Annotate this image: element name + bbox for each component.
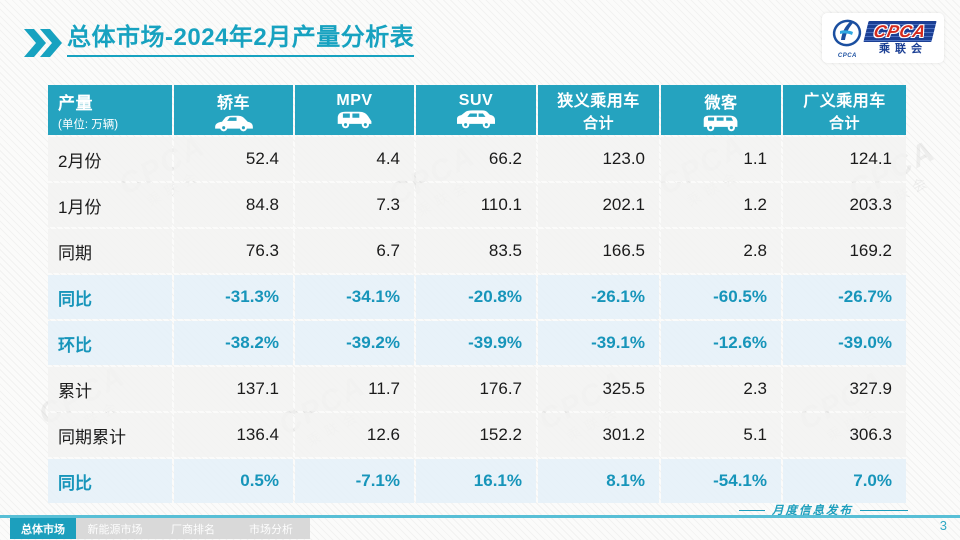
row-label: 2月份 — [48, 137, 172, 181]
table-cell: -20.8% — [416, 275, 536, 319]
table-cell: 12.6 — [295, 413, 414, 457]
cpca-name-cn: 乘联会 — [878, 43, 927, 55]
row-label: 同期累计 — [48, 413, 172, 457]
table-cell: -26.7% — [783, 275, 906, 319]
page-number: 3 — [939, 518, 947, 533]
table-cell: 2.3 — [661, 367, 781, 411]
table-cell: -26.1% — [538, 275, 659, 319]
table-cell: 202.1 — [538, 183, 659, 227]
footer-tab-2[interactable]: 新能源市场 — [76, 518, 154, 539]
footer-tab-4[interactable]: 市场分析 — [232, 518, 310, 539]
table-cell: -39.2% — [295, 321, 414, 365]
table-cell: 7.3 — [295, 183, 414, 227]
page-title-subject: -2024年2月产量分析表 — [165, 24, 415, 51]
row-label: 环比 — [48, 321, 172, 365]
table-cell: 124.1 — [783, 137, 906, 181]
table-cell: 76.3 — [174, 229, 293, 273]
release-note-text: 月度信息发布 — [772, 505, 853, 517]
double-chevron-icon — [24, 29, 64, 62]
row-label: 1月份 — [48, 183, 172, 227]
cpca-logo-plate: CPCA — [863, 21, 938, 42]
table-cell: 123.0 — [538, 137, 659, 181]
table-cell: 327.9 — [783, 367, 906, 411]
table-cell: 166.5 — [538, 229, 659, 273]
table-header-total: 狭义乘用车 合计 — [538, 85, 659, 135]
page-title: 总体市场-2024年2月产量分析表 — [67, 24, 415, 58]
table-cell: 301.2 — [538, 413, 659, 457]
table-cell: 52.4 — [174, 137, 293, 181]
table-cell: 66.2 — [416, 137, 536, 181]
table-header-sedan: 轿车 — [174, 85, 293, 135]
sedan-icon — [213, 114, 255, 132]
table-cell: 110.1 — [416, 183, 536, 227]
table-cell: 8.1% — [538, 459, 659, 503]
table-cell: -60.5% — [661, 275, 781, 319]
release-note-dash — [739, 509, 765, 511]
row-label: 累计 — [48, 367, 172, 411]
table-cell: -12.6% — [661, 321, 781, 365]
footer-tab-bar: 总体市场 新能源市场 厂商排名 市场分析 — [10, 518, 310, 539]
table-cell: 136.4 — [174, 413, 293, 457]
table-cell: -39.9% — [416, 321, 536, 365]
cpca-logo: CPCA CPCA 乘联会 — [822, 13, 944, 63]
table-cell: -38.2% — [174, 321, 293, 365]
footer-tab-3[interactable]: 厂商排名 — [154, 518, 232, 539]
table-cell: 7.0% — [783, 459, 906, 503]
table-cell: 11.7 — [295, 367, 414, 411]
table-cell: -7.1% — [295, 459, 414, 503]
table-cell: 325.5 — [538, 367, 659, 411]
table-header-mpv: MPV — [295, 85, 414, 135]
production-table: 产量 (单位: 万辆) 轿车 MPV SUV 狭义乘用车 合计 微客 广义乘用车 合计 2月份 52.… — [48, 85, 906, 503]
table-cell: -39.0% — [783, 321, 906, 365]
table-cell: 84.8 — [174, 183, 293, 227]
cpca-emblem-caption: CPCA — [837, 52, 857, 59]
table-cell: 1.1 — [661, 137, 781, 181]
table-cell: 306.3 — [783, 413, 906, 457]
table-cell: -34.1% — [295, 275, 414, 319]
table-cell: 0.5% — [174, 459, 293, 503]
table-cell: 16.1% — [416, 459, 536, 503]
table-cell: 4.4 — [295, 137, 414, 181]
table-cell: 83.5 — [416, 229, 536, 273]
mpv-icon — [334, 111, 376, 129]
footer-tab-1[interactable]: 总体市场 — [10, 518, 76, 539]
table-header-production: 产量 (单位: 万辆) — [48, 85, 172, 135]
table-header-suv: SUV — [416, 85, 536, 135]
table-header-total: 广义乘用车 合计 — [783, 85, 906, 135]
table-header-minibus: 微客 — [661, 85, 781, 135]
table-cell: 2.8 — [661, 229, 781, 273]
release-note-dash — [860, 509, 908, 511]
row-label: 同期 — [48, 229, 172, 273]
cpca-emblem-icon: CPCA — [831, 18, 863, 59]
table-cell: 203.3 — [783, 183, 906, 227]
cpca-acronym: CPCA — [872, 22, 929, 41]
table-cell: 1.2 — [661, 183, 781, 227]
table-cell: 137.1 — [174, 367, 293, 411]
table-cell: 6.7 — [295, 229, 414, 273]
table-cell: 176.7 — [416, 367, 536, 411]
suv-icon — [455, 109, 497, 129]
table-cell: 169.2 — [783, 229, 906, 273]
minibus-icon — [700, 114, 742, 132]
table-cell: 152.2 — [416, 413, 536, 457]
table-cell: -54.1% — [661, 459, 781, 503]
row-label: 同比 — [48, 275, 172, 319]
row-label: 同比 — [48, 459, 172, 503]
footer-divider — [0, 515, 960, 518]
table-cell: -31.3% — [174, 275, 293, 319]
release-note: 月度信息发布 — [739, 503, 908, 517]
table-cell: 5.1 — [661, 413, 781, 457]
table-cell: -39.1% — [538, 321, 659, 365]
page-title-section: 总体市场 — [67, 24, 165, 51]
cpca-logotype: CPCA 乘联会 — [863, 21, 938, 55]
